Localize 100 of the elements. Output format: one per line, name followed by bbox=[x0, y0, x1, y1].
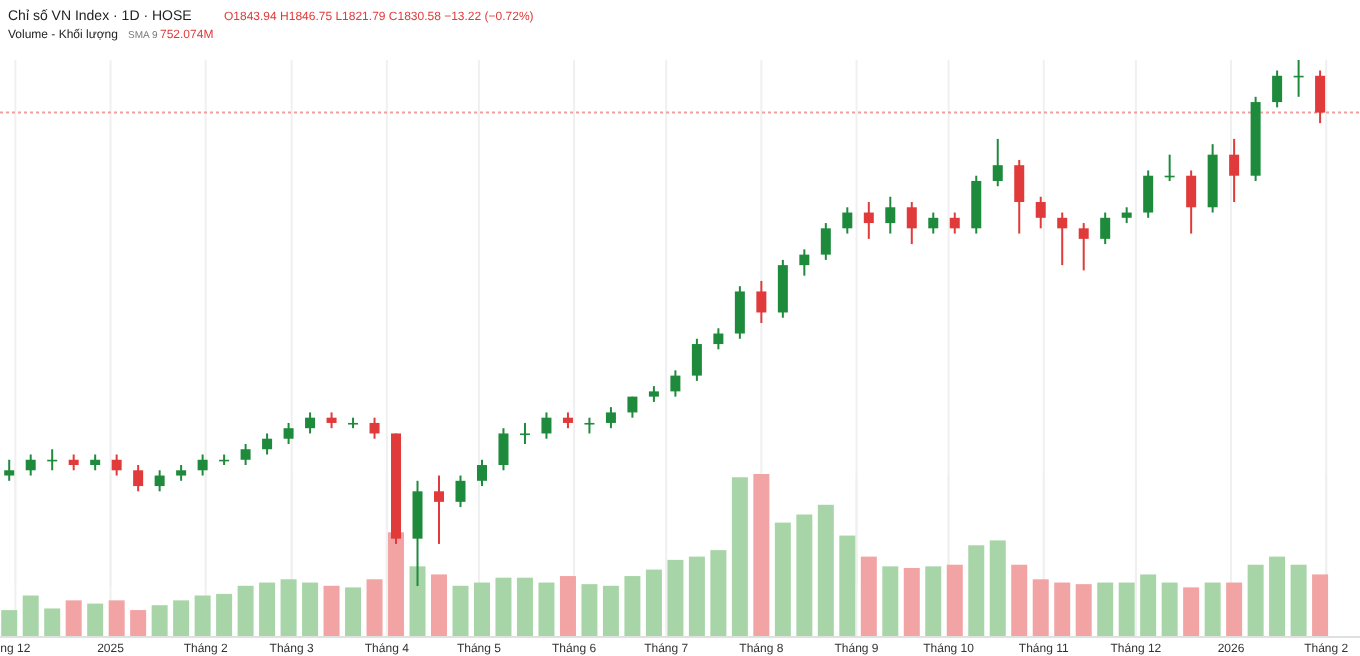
bar bbox=[667, 559, 684, 636]
candlestick bbox=[197, 453, 208, 477]
bar bbox=[173, 600, 190, 636]
bar bbox=[1290, 564, 1307, 636]
bar bbox=[280, 579, 297, 636]
bar bbox=[882, 566, 899, 636]
candlestick bbox=[498, 427, 509, 472]
bar bbox=[216, 593, 233, 636]
bar bbox=[1269, 556, 1286, 636]
candlestick bbox=[1143, 169, 1154, 219]
bar bbox=[108, 600, 125, 636]
candlestick bbox=[262, 432, 273, 456]
candlestick bbox=[25, 453, 36, 477]
candlestick bbox=[133, 464, 144, 493]
candlestick bbox=[305, 411, 316, 435]
bar bbox=[302, 582, 319, 636]
candlestick bbox=[863, 201, 874, 240]
candlestick bbox=[1014, 158, 1025, 235]
bar bbox=[624, 576, 641, 636]
bar bbox=[839, 535, 856, 636]
candlestick bbox=[369, 416, 380, 440]
bar bbox=[925, 566, 942, 636]
bar bbox=[602, 585, 619, 636]
bar bbox=[817, 504, 834, 636]
bar bbox=[645, 569, 662, 636]
bar bbox=[473, 582, 490, 636]
candlestick bbox=[971, 174, 982, 235]
candlestick bbox=[4, 458, 15, 482]
candlestick bbox=[799, 248, 810, 277]
candlestick bbox=[906, 201, 917, 246]
bar bbox=[903, 567, 920, 636]
candlestick bbox=[541, 411, 552, 440]
bar bbox=[130, 610, 147, 636]
bar bbox=[1161, 582, 1178, 636]
candlestick bbox=[670, 369, 681, 398]
candlestick bbox=[434, 474, 445, 545]
candlestick bbox=[691, 337, 702, 382]
bar bbox=[87, 603, 104, 636]
bar bbox=[495, 577, 512, 636]
candlestick bbox=[1100, 211, 1111, 246]
candlestick bbox=[842, 206, 853, 235]
candlestick bbox=[1272, 69, 1283, 109]
bar bbox=[968, 545, 985, 636]
bar bbox=[409, 566, 426, 636]
bar bbox=[516, 577, 533, 636]
candlestick bbox=[111, 453, 122, 477]
candlestick bbox=[605, 406, 616, 430]
bar bbox=[1247, 564, 1264, 636]
candlestick bbox=[1057, 211, 1068, 267]
candlestick bbox=[476, 458, 487, 488]
candlestick bbox=[1078, 222, 1089, 272]
candlestick bbox=[519, 421, 530, 445]
candlestick bbox=[240, 442, 251, 467]
candlestick bbox=[949, 211, 960, 235]
bar bbox=[1, 610, 18, 636]
bar bbox=[151, 605, 168, 636]
bar bbox=[237, 585, 254, 636]
candlestick bbox=[283, 421, 294, 445]
candlestick bbox=[1229, 137, 1240, 204]
bar bbox=[1054, 582, 1071, 636]
bar bbox=[581, 584, 598, 636]
candlestick bbox=[928, 211, 939, 235]
candlestick bbox=[777, 258, 788, 319]
bar bbox=[1118, 582, 1135, 636]
bar bbox=[538, 582, 555, 636]
candlestick bbox=[154, 469, 165, 493]
bar bbox=[65, 600, 82, 636]
bar bbox=[323, 585, 340, 636]
bar bbox=[989, 540, 1006, 636]
bar bbox=[1204, 582, 1221, 636]
bar bbox=[259, 582, 276, 636]
candlestick bbox=[992, 137, 1003, 188]
bar bbox=[1097, 582, 1114, 636]
bar bbox=[1226, 582, 1243, 636]
bar bbox=[1032, 579, 1049, 636]
candlestick bbox=[885, 195, 896, 235]
candlestick bbox=[1186, 169, 1197, 235]
bar bbox=[1312, 574, 1329, 636]
bar bbox=[1075, 584, 1092, 636]
bar bbox=[22, 595, 39, 636]
bar bbox=[710, 550, 727, 636]
bar bbox=[731, 477, 748, 636]
candlestick bbox=[734, 285, 745, 340]
bar bbox=[44, 608, 61, 636]
bar bbox=[860, 556, 877, 636]
bar bbox=[559, 576, 576, 636]
bar bbox=[452, 585, 469, 636]
bar bbox=[366, 579, 383, 636]
bar bbox=[753, 474, 770, 636]
candlestick bbox=[756, 279, 767, 324]
bar bbox=[345, 587, 362, 636]
bar bbox=[1011, 564, 1028, 636]
bar bbox=[688, 556, 705, 636]
bar bbox=[946, 564, 963, 636]
bar bbox=[1183, 587, 1200, 636]
candlestick bbox=[713, 327, 724, 351]
candlestick bbox=[455, 474, 466, 509]
bar bbox=[774, 522, 791, 636]
candlestick bbox=[1035, 195, 1046, 230]
candlestick bbox=[1315, 69, 1326, 125]
